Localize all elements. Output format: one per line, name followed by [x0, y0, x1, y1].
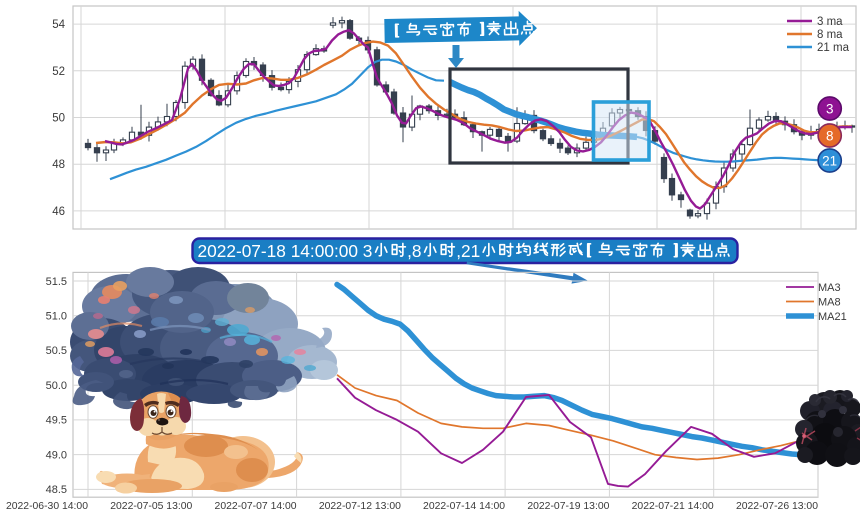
svg-text:2022-07-19 13:00: 2022-07-19 13:00	[527, 501, 609, 512]
svg-text:8 ma: 8 ma	[817, 29, 843, 41]
svg-text:50.5: 50.5	[46, 345, 67, 357]
svg-text:2022-07-07 14:00: 2022-07-07 14:00	[215, 501, 297, 512]
svg-text:2022-07-18 14:00:00 3: 2022-07-18 14:00:00 3	[198, 241, 373, 261]
svg-text:2022-07-05 13:00: 2022-07-05 13:00	[110, 501, 192, 512]
svg-text:46: 46	[52, 206, 65, 218]
svg-text:MA3: MA3	[818, 282, 841, 294]
svg-text:50.0: 50.0	[46, 380, 67, 392]
svg-text:48.5: 48.5	[46, 484, 67, 496]
svg-text:2022-07-12 13:00: 2022-07-12 13:00	[319, 501, 401, 512]
svg-text:49.0: 49.0	[46, 449, 67, 461]
svg-text:MA8: MA8	[818, 296, 841, 308]
svg-text:54: 54	[52, 19, 65, 31]
svg-text:50: 50	[52, 113, 65, 125]
svg-text:3 ma: 3 ma	[817, 16, 843, 28]
svg-text:48: 48	[52, 159, 65, 171]
svg-text:49.5: 49.5	[46, 415, 67, 427]
svg-text:2022-07-26 13:00: 2022-07-26 13:00	[736, 501, 818, 512]
svg-text:8: 8	[826, 128, 834, 143]
svg-text:3: 3	[826, 101, 834, 116]
svg-text:MA21: MA21	[818, 311, 847, 323]
svg-text:51.5: 51.5	[46, 276, 67, 288]
svg-text:21: 21	[822, 153, 837, 168]
svg-text:52: 52	[52, 66, 65, 78]
svg-text:,8: ,8	[407, 241, 421, 261]
svg-text:21 ma: 21 ma	[817, 42, 850, 54]
svg-text:51.0: 51.0	[46, 311, 67, 323]
svg-text:2022-06-30 14:00: 2022-06-30 14:00	[6, 501, 88, 512]
svg-text:2022-07-14 14:00: 2022-07-14 14:00	[423, 501, 505, 512]
svg-text:2022-07-21 14:00: 2022-07-21 14:00	[632, 501, 714, 512]
svg-text:,21: ,21	[456, 241, 480, 261]
